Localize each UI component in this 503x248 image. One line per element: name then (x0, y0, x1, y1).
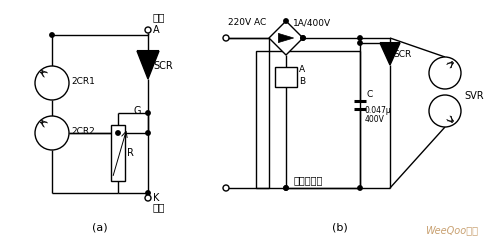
Text: A: A (153, 25, 159, 35)
Circle shape (429, 95, 461, 127)
Text: J: J (284, 68, 288, 82)
Circle shape (284, 186, 288, 190)
Circle shape (50, 33, 54, 37)
Text: SCR: SCR (393, 50, 411, 59)
Text: 400V: 400V (365, 115, 385, 124)
Polygon shape (269, 21, 303, 55)
Circle shape (35, 116, 69, 150)
Text: K: K (153, 193, 159, 203)
Text: G: G (134, 106, 141, 116)
Circle shape (301, 36, 305, 40)
Bar (275, 67, 297, 87)
Text: B: B (299, 77, 305, 86)
Circle shape (223, 185, 229, 191)
Text: (b): (b) (332, 222, 348, 232)
Text: C: C (367, 90, 373, 99)
Circle shape (358, 41, 362, 45)
Circle shape (429, 57, 461, 89)
Text: 交流接触器: 交流接触器 (293, 175, 323, 185)
Polygon shape (137, 51, 159, 79)
Text: 阳极: 阳极 (153, 12, 165, 22)
Circle shape (301, 36, 305, 40)
Bar (256, 51, 360, 188)
Circle shape (223, 35, 229, 41)
Circle shape (116, 131, 120, 135)
Circle shape (146, 191, 150, 195)
Circle shape (358, 36, 362, 40)
Polygon shape (278, 33, 294, 43)
Text: R: R (127, 148, 134, 158)
Text: 220V AC: 220V AC (228, 18, 266, 27)
Circle shape (358, 186, 362, 190)
Text: 阴极: 阴极 (153, 202, 165, 212)
Circle shape (146, 131, 150, 135)
Text: A: A (299, 65, 305, 74)
Circle shape (284, 186, 288, 190)
Circle shape (145, 195, 151, 201)
Text: (a): (a) (92, 222, 108, 232)
Text: 2CR2: 2CR2 (71, 126, 95, 135)
Polygon shape (380, 43, 400, 65)
Text: 2CR1: 2CR1 (71, 76, 95, 86)
Text: 0.047μ: 0.047μ (365, 106, 392, 115)
Text: SCR: SCR (153, 61, 173, 71)
Circle shape (35, 66, 69, 100)
Text: 1A/400V: 1A/400V (293, 18, 331, 27)
Circle shape (284, 19, 288, 23)
Circle shape (145, 27, 151, 33)
Text: WeeQoo维库: WeeQoo维库 (425, 225, 478, 235)
Text: SVR: SVR (464, 91, 483, 101)
Bar (111, 125, 125, 181)
Circle shape (146, 111, 150, 115)
